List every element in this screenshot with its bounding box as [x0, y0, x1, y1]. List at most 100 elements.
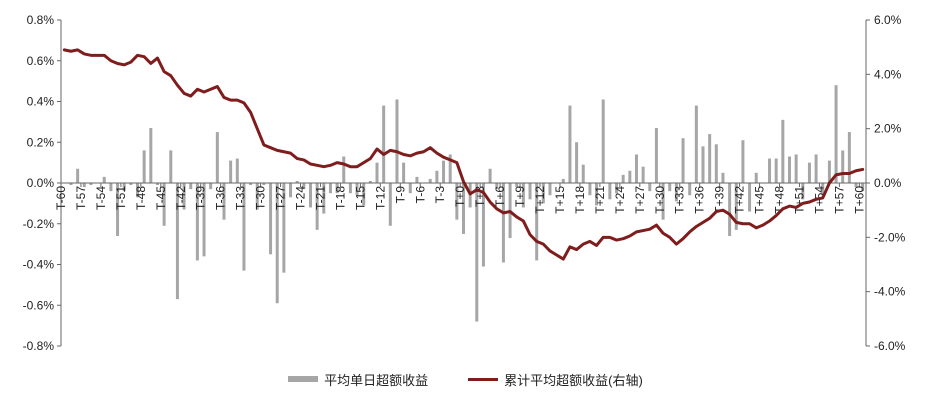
bar: [415, 176, 419, 183]
bar: [814, 154, 818, 183]
x-axis-tick-label: T-12: [373, 186, 387, 210]
bar: [481, 183, 485, 267]
bar: [455, 183, 459, 220]
bar: [694, 105, 698, 183]
bar: [774, 158, 778, 183]
bar: [495, 183, 499, 190]
x-axis-tick-label: T+45: [753, 186, 767, 214]
x-axis-tick-label: T+36: [693, 186, 707, 214]
bar: [109, 183, 113, 192]
x-axis-tick-label: T-33: [234, 186, 248, 210]
bar: [428, 178, 432, 183]
bar: [588, 183, 592, 196]
bar: [149, 127, 153, 183]
bar: [641, 166, 645, 183]
bar: [328, 183, 332, 194]
bar: [488, 168, 492, 183]
bar: [834, 85, 838, 183]
bar: [728, 183, 732, 236]
bar: [209, 183, 213, 190]
bar: [668, 183, 672, 192]
chart-canvas: 0.8% 0.6% 0.4% 0.2% 0.0% -0.2% -0.4% -0.6% -0.8%…: [23, 13, 906, 353]
bar: [368, 180, 372, 183]
bar: [541, 183, 545, 204]
bar: [448, 154, 452, 183]
bar: [82, 183, 86, 188]
bar: [289, 183, 293, 198]
x-axis-tick-label: T-3: [433, 186, 447, 204]
bar: [255, 183, 259, 210]
x-axis-tick-label: T-57: [74, 186, 88, 210]
x-axis-tick-label: T-36: [214, 186, 228, 210]
bar: [142, 150, 146, 183]
bar: [102, 176, 106, 183]
left-axis-tick-label: -0.4%: [23, 258, 55, 272]
bar: [721, 172, 725, 183]
bar: [375, 162, 379, 183]
bar: [182, 183, 186, 210]
bar: [222, 183, 226, 220]
x-axis-tick-label: T+30: [653, 186, 667, 214]
bar: [308, 183, 312, 208]
x-axis-tick-label: T-39: [194, 186, 208, 210]
x-axis-tick-label: T+48: [773, 186, 787, 214]
bar: [322, 183, 326, 214]
bar: [235, 158, 239, 183]
bar: [661, 183, 665, 220]
bar: [395, 99, 399, 183]
bar: [821, 183, 825, 196]
x-axis-tick-label: T+6: [493, 186, 507, 207]
bar: [681, 138, 685, 183]
bar: [748, 183, 752, 212]
bar: [462, 183, 465, 234]
right-axis-tick-label: 6.0%: [874, 13, 902, 27]
bar: [129, 183, 133, 186]
x-axis-tick-label: T-51: [114, 186, 128, 210]
x-axis-tick-label: T+60: [852, 186, 866, 214]
x-axis-tick-label: T-30: [254, 186, 268, 210]
x-axis-tick-label: T+9: [513, 186, 527, 207]
bar: [442, 160, 446, 183]
bar: [388, 183, 392, 226]
x-axis-tick-label: T+24: [613, 186, 627, 214]
bar: [408, 183, 412, 194]
x-axis-tick-label: T-21: [313, 186, 327, 210]
bar: [701, 146, 705, 183]
bar: [501, 183, 505, 263]
x-axis-tick-label: T+12: [533, 186, 547, 214]
bar: [116, 183, 120, 236]
x-axis-tick-label: T-9: [393, 186, 407, 204]
bar: [155, 183, 159, 186]
bar: [89, 183, 93, 186]
x-axis-tick-label: T+0: [453, 186, 467, 207]
bar: [754, 172, 758, 183]
bar: [475, 183, 479, 322]
left-axis-tick-label: 0.6%: [27, 54, 55, 68]
bar: [648, 183, 652, 192]
x-axis-tick-label: T-15: [353, 186, 367, 210]
bar: [615, 183, 619, 194]
left-axis-tick-label: 0.0%: [27, 176, 55, 190]
legend-item-line: 累计平均超额收益(右轴): [468, 370, 643, 389]
x-axis-tick-label: T+51: [792, 186, 806, 214]
right-axis-tick-label: 4.0%: [874, 67, 902, 81]
left-axis-tick-label: 0.4%: [27, 95, 55, 109]
x-axis-tick-label: T-18: [333, 186, 347, 210]
bar: [282, 183, 286, 273]
legend-swatch-bars: [288, 376, 319, 382]
right-axis-tick-label: 2.0%: [874, 122, 902, 136]
bar: [608, 183, 612, 200]
x-axis-tick-label: T-27: [274, 186, 288, 210]
legend-swatch-line: [468, 377, 499, 381]
x-axis-tick-label: T+21: [593, 186, 607, 214]
bar: [362, 183, 366, 206]
bar: [342, 156, 346, 183]
bar: [535, 183, 539, 261]
legend-label-bars: 平均单日超额收益: [324, 372, 429, 388]
bar: [595, 183, 599, 206]
bar: [275, 183, 279, 304]
bar: [654, 127, 658, 183]
bar: [688, 183, 692, 196]
bar: [561, 178, 565, 183]
left-axis-tick-label: -0.6%: [23, 298, 55, 312]
